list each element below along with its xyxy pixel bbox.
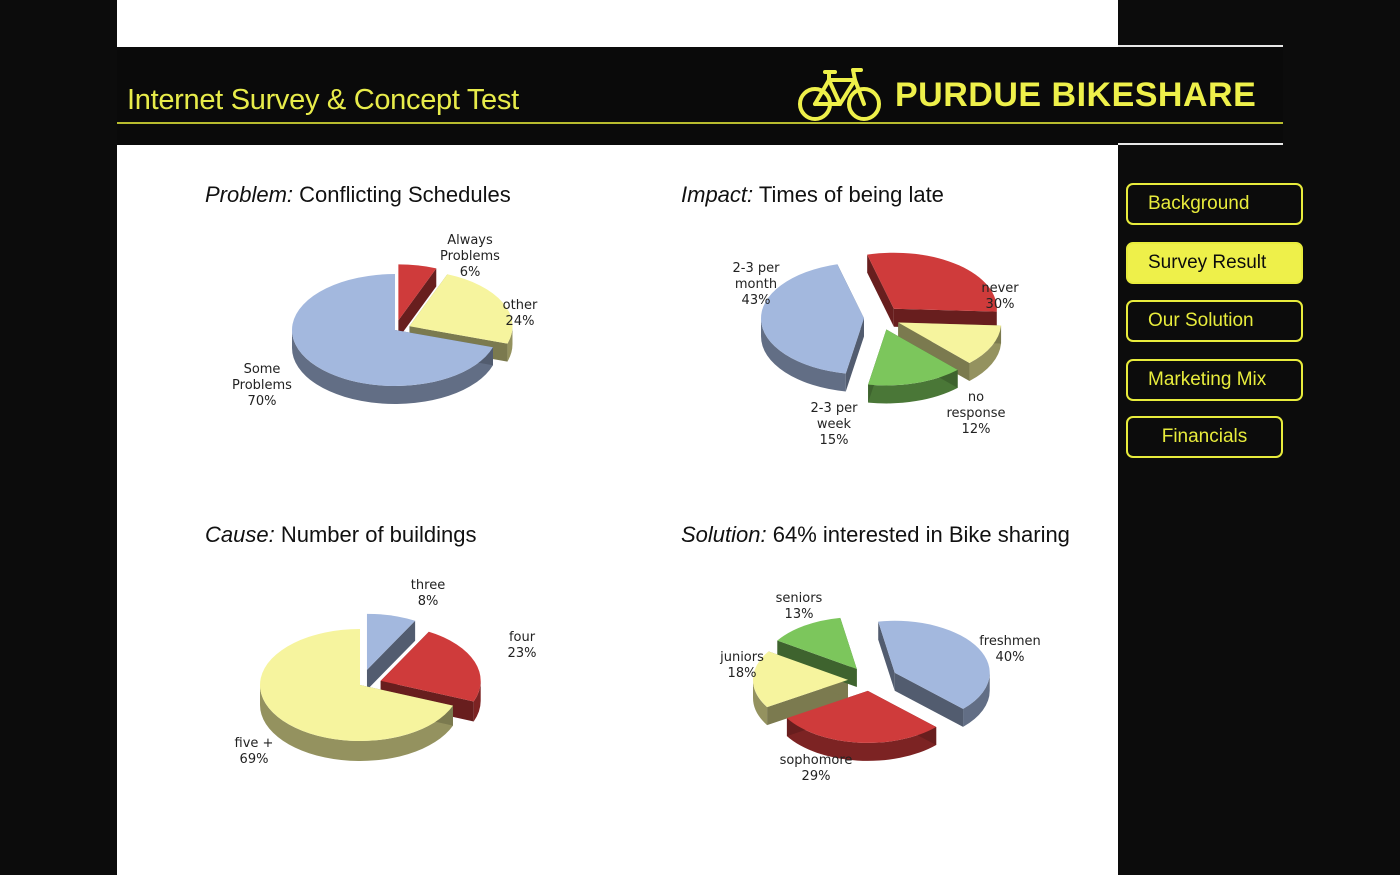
pie-chart: three 8% four 23% five +69% [235,578,537,767]
pie-slice-side [260,685,453,762]
pie-slice-label: 2-3 per month 43% [733,261,781,308]
pie-slice-side [786,718,937,761]
pie-slice-side [969,325,1002,381]
chart-title-text: Conflicting Schedules [299,182,511,207]
nav-background-button[interactable]: Background [1126,183,1303,225]
bicycle-icon [798,68,881,121]
pie-slice-edge [898,322,970,381]
pie-slice [409,274,513,344]
pie-slice-label: Always Problems 6% [440,233,500,280]
header-band [117,47,1283,145]
pie-slice-label: three 8% [411,578,445,609]
brand-name: PURDUE BIKESHARE [895,75,1257,114]
pie-slice-side [292,330,493,405]
pie-slice [398,264,437,321]
nav-marketing-mix-button[interactable]: Marketing Mix [1126,359,1303,401]
pie-slice-label: no response 12% [946,390,1005,437]
chart-title-prefix: Solution: [681,522,767,547]
pie-slice-edge [366,620,416,690]
pie-slice-label: seniors 13% [776,591,823,622]
pie-slice [366,613,416,670]
pie-slice-edge [777,640,857,688]
pie-chart: Always Problems 6%other 24% Some Problems 70% [232,233,538,409]
pie-slice [878,620,990,709]
pie-slice-label: sophomore 29% [780,753,853,784]
pie-chart: never 30% no response 12% 2-3 per week 15% 2-3 p… [733,252,1019,448]
pie-slice-side [761,318,846,392]
pie-slice-edge [894,672,964,727]
pie-slice-label: 2-3 per week 15% [811,401,859,448]
pie-slice-label: other 24% [503,298,538,329]
pie-slice [777,617,857,670]
nav-our-solution-button[interactable]: Our Solution [1126,300,1303,342]
chart-title-prefix: Problem: [205,182,294,207]
chart-title-cause: Cause: Number of buildings [205,522,477,548]
pie-slice [292,274,493,386]
chart-title-solution: Solution: 64% interested in Bike sharing [681,522,1070,548]
pie-slice-label: juniors 18% [719,650,764,681]
chart-title-text: Number of buildings [280,522,477,547]
chart-title-prefix: Cause: [205,522,275,547]
nav-financials-button[interactable]: Financials [1126,416,1283,458]
pie-slice [898,322,1002,363]
pie-slice-side [473,680,481,722]
chart-title-text: Times of being late [758,182,944,207]
pie-slice [753,651,849,708]
pie-slice-side [868,369,958,404]
chart-title-prefix: Impact: [681,182,754,207]
pie-slice-edge [878,621,895,691]
header-divider [1118,45,1283,47]
pie-slice-side [963,672,990,727]
pie-slice [260,629,453,741]
pie-slice-label: Some Problems 70% [232,362,292,409]
pie-slice [380,631,481,702]
pie-slice [786,690,937,743]
pie-slice-label: never 30% [981,281,1019,312]
pie-chart: freshmen 40% sophomore 29% juniors 18% seniors… [719,591,1041,784]
header-underline [117,122,1283,124]
brand-logo: PURDUE BIKESHARE [797,64,1256,126]
chart-title-problem: Problem: Conflicting Schedules [205,182,511,208]
pie-slice-label: freshmen 40% [979,634,1041,665]
pie-slice-edge [398,268,437,339]
pie-slice [761,264,865,374]
chart-title-text: 64% interested in Bike sharing [772,522,1070,547]
pie-slice-edge [767,679,849,726]
pie-slice-label: five +69% [235,736,274,767]
pie-slice-label: four 23% [508,630,537,661]
pie-slice-edge [867,254,894,327]
pie-slice [868,329,958,386]
pie-slice-edge [845,318,865,392]
pie-slice-side [507,326,513,362]
chart-title-impact: Impact: Times of being late [681,182,944,208]
header-divider [1118,143,1283,145]
pie-slice-side [753,679,768,726]
nav-survey-result-button[interactable]: Survey Result [1126,242,1303,284]
pie-slice [867,252,997,312]
page-title: Internet Survey & Concept Test [127,84,519,116]
